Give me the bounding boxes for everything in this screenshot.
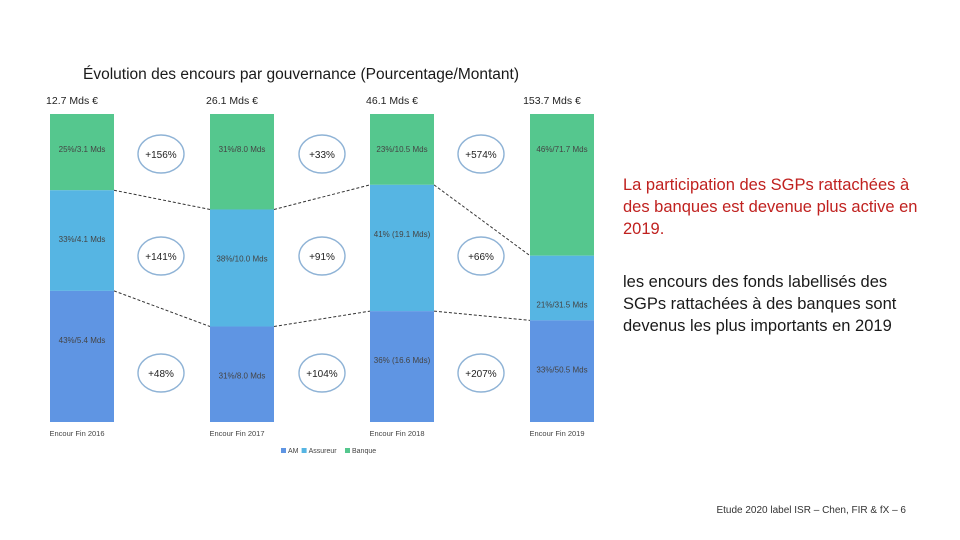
growth-bubble — [298, 236, 346, 276]
bar-segment-banque — [370, 114, 434, 185]
bar-segment-label: 33%/50.5 Mds — [536, 365, 587, 374]
legend-label: AM — [288, 448, 299, 455]
bar-segment-label: 41% (19.1 Mds) — [374, 230, 431, 239]
bar-segment-label: 38%/10.0 Mds — [216, 254, 267, 263]
bar-segment-assureur — [50, 190, 114, 291]
bar-segment-label: 31%/8.0 Mds — [219, 145, 266, 154]
connector-line — [273, 310, 371, 328]
growth-bubble — [137, 236, 185, 276]
legend-label: Banque — [352, 448, 376, 455]
growth-label: +104% — [306, 369, 338, 380]
bar-segment-assureur — [530, 255, 594, 321]
growth-label: +48% — [148, 369, 174, 380]
growth-label: +574% — [465, 150, 497, 161]
category-label: Encour Fin 2017 — [209, 429, 264, 438]
growth-bubble — [457, 134, 505, 174]
bar-segment-am — [370, 311, 434, 422]
bar-segment-label: 33%/4.1 Mds — [59, 235, 106, 244]
growth-label: +91% — [309, 252, 335, 263]
growth-label: +141% — [145, 252, 177, 263]
bar-segment-am — [50, 290, 114, 422]
connector-line — [113, 290, 211, 327]
category-label: Encour Fin 2016 — [49, 429, 104, 438]
bar-total-label: 46.1 Mds € — [366, 95, 418, 107]
connector-line — [273, 184, 371, 210]
growth-label: +156% — [145, 150, 177, 161]
growth-bubble — [137, 353, 185, 393]
bar-total-label: 153.7 Mds € — [523, 95, 581, 107]
bar-segment-label: 36% (16.6 Mds) — [374, 356, 431, 365]
legend-swatch-am — [281, 448, 286, 453]
bar-segment-banque — [530, 114, 594, 256]
bar-segment-label: 23%/10.5 Mds — [376, 145, 427, 154]
connector-line — [433, 310, 531, 321]
growth-bubble — [457, 236, 505, 276]
growth-label: +33% — [309, 150, 335, 161]
bar-segment-label: 25%/3.1 Mds — [59, 145, 106, 154]
bar-segment-banque — [50, 114, 114, 191]
chart-title: Évolution des encours par gouvernance (P… — [83, 66, 519, 83]
bar-segment-label: 46%/71.7 Mds — [536, 145, 587, 154]
bar-segment-label: 43%/5.4 Mds — [59, 336, 106, 345]
bar-segment-label: 21%/31.5 Mds — [536, 301, 587, 310]
category-label: Encour Fin 2019 — [529, 429, 584, 438]
bar-segment-label: 31%/8.0 Mds — [219, 372, 266, 381]
legend-swatch-banque — [345, 448, 350, 453]
growth-label: +66% — [468, 252, 494, 263]
legend-label: Assureur — [309, 448, 338, 455]
growth-bubble — [298, 134, 346, 174]
legend-swatch-assureur — [301, 448, 307, 453]
note-bank-outstanding: les encours des fonds labellisés des SGP… — [623, 273, 897, 335]
bar-segment-am — [530, 320, 594, 422]
note-bank-participation: La participation des SGPs rattachées à d… — [623, 176, 918, 238]
bar-segment-am — [210, 326, 274, 422]
bar-total-label: 12.7 Mds € — [46, 95, 98, 107]
bar-segment-banque — [210, 114, 274, 210]
growth-bubble — [457, 353, 505, 393]
category-label: Encour Fin 2018 — [369, 429, 424, 438]
connector-line — [113, 189, 211, 210]
growth-label: +207% — [465, 369, 497, 380]
bar-total-label: 26.1 Mds € — [206, 95, 258, 107]
growth-bubble — [137, 134, 185, 174]
footer-source: Etude 2020 label ISR – Chen, FIR & fX – … — [716, 505, 906, 516]
bar-segment-assureur — [370, 184, 434, 312]
bar-segment-assureur — [210, 209, 274, 327]
growth-bubble — [298, 353, 346, 393]
